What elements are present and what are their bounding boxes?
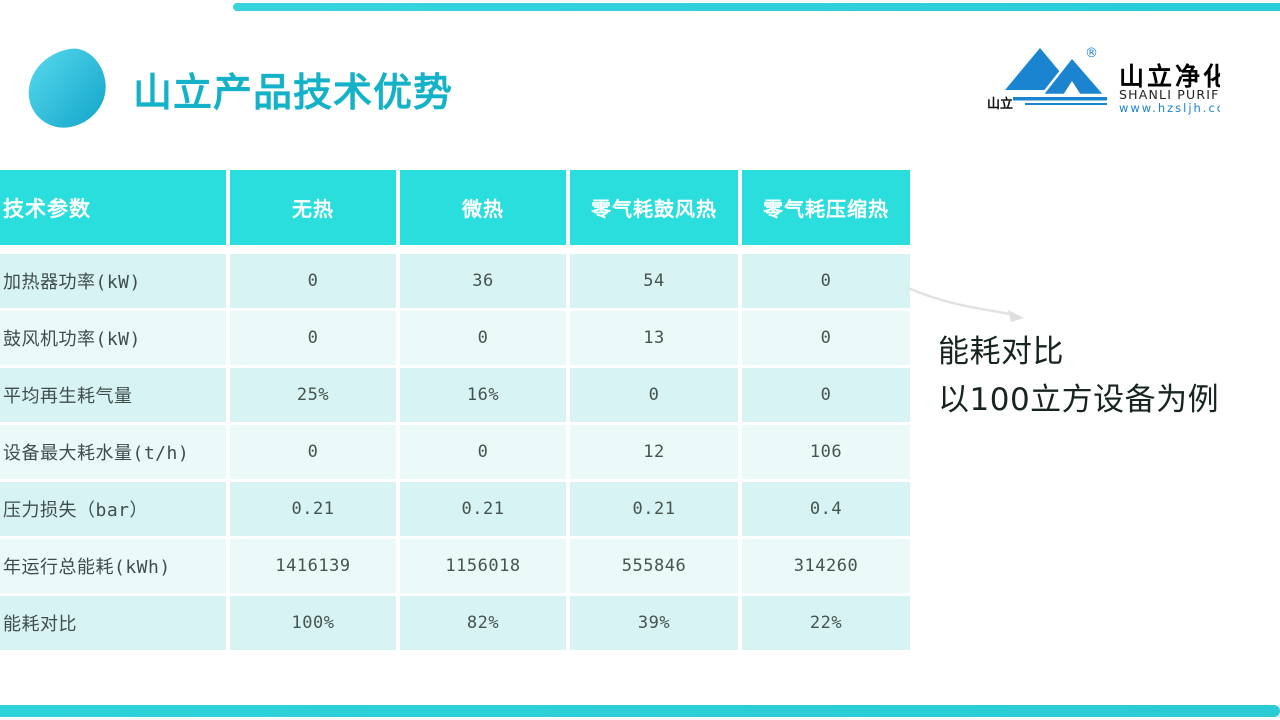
cell-value: 106 — [742, 425, 910, 479]
table-header-row: 技术参数 无热 微热 零气耗鼓风热 零气耗压缩热 — [0, 170, 910, 245]
shanli-logo: ® 山立 山立净化 SHANLI PURIFY www.hzsljh.com — [987, 46, 1220, 115]
cell-value: 13 — [570, 311, 738, 365]
registered-mark: ® — [1085, 46, 1098, 61]
cell-value: 0 — [742, 254, 910, 308]
col-header-blower-heat: 零气耗鼓风热 — [570, 170, 738, 245]
annotation-text: 能耗对比 以100立方设备为例 — [938, 328, 1273, 424]
table-row: 加热器功率(kW) 0 36 54 0 — [0, 254, 910, 308]
logo-mark-text: 山立 — [987, 96, 1013, 112]
top-accent-bar — [233, 3, 1280, 11]
table-row: 鼓风机功率(kW) 0 0 13 0 — [0, 311, 910, 365]
cell-value: 0 — [230, 311, 396, 365]
cell-value: 36 — [400, 254, 566, 308]
cell-value: 0 — [400, 425, 566, 479]
cell-value: 1156018 — [400, 539, 566, 593]
logo-underline-thin — [1025, 103, 1107, 105]
col-header-microheat: 微热 — [400, 170, 566, 245]
col-header-parameter: 技术参数 — [0, 170, 226, 245]
logo-name-zh: 山立净化 — [1119, 62, 1220, 91]
cell-value: 0 — [400, 311, 566, 365]
row-label: 年运行总能耗(kWh) — [0, 539, 226, 593]
mountain-notch — [1063, 81, 1081, 95]
cell-value: 555846 — [570, 539, 738, 593]
table-body: 加热器功率(kW) 0 36 54 0 鼓风机功率(kW) 0 0 13 0 平… — [0, 254, 910, 650]
logo-name-en: SHANLI PURIFY — [1119, 87, 1220, 102]
cell-value: 82% — [400, 596, 566, 650]
cell-value: 1416139 — [230, 539, 396, 593]
annotation-line2: 以100立方设备为例 — [938, 382, 1220, 418]
row-label: 能耗对比 — [0, 596, 226, 650]
cell-value: 22% — [742, 596, 910, 650]
cell-value: 0 — [570, 368, 738, 422]
cell-value: 0.21 — [400, 482, 566, 536]
logo-underline-thick — [1013, 97, 1107, 101]
table-row: 平均再生耗气量 25% 16% 0 0 — [0, 368, 910, 422]
table-row: 设备最大耗水量(t/h) 0 0 12 106 — [0, 425, 910, 479]
cell-value: 25% — [230, 368, 396, 422]
curved-arrow-icon — [907, 286, 1024, 322]
table-row: 能耗对比 100% 82% 39% 22% — [0, 596, 910, 650]
cell-value: 16% — [400, 368, 566, 422]
row-label: 压力损失（bar） — [0, 482, 226, 536]
cell-value: 12 — [570, 425, 738, 479]
row-label: 加热器功率(kW) — [0, 254, 226, 308]
row-label: 鼓风机功率(kW) — [0, 311, 226, 365]
cell-value: 54 — [570, 254, 738, 308]
col-header-compression-heat: 零气耗压缩热 — [742, 170, 910, 245]
cell-value: 0 — [742, 311, 910, 365]
cell-value: 0 — [230, 254, 396, 308]
table-row: 压力损失（bar） 0.21 0.21 0.21 0.4 — [0, 482, 910, 536]
logo-website: www.hzsljh.com — [1119, 101, 1220, 115]
page-title: 山立产品技术优势 — [133, 70, 454, 116]
cell-value: 0.21 — [230, 482, 396, 536]
cell-value: 0 — [230, 425, 396, 479]
cell-value: 0 — [742, 368, 910, 422]
cell-value: 0.4 — [742, 482, 910, 536]
cell-value: 100% — [230, 596, 396, 650]
cell-value: 0.21 — [570, 482, 738, 536]
decorative-blob-icon — [21, 43, 113, 134]
col-header-heatless: 无热 — [230, 170, 396, 245]
parameter-table: 技术参数 无热 微热 零气耗鼓风热 零气耗压缩热 加热器功率(kW) 0 36 … — [0, 170, 910, 650]
bottom-accent-bar — [0, 705, 1280, 717]
row-label: 设备最大耗水量(t/h) — [0, 425, 226, 479]
table-row: 年运行总能耗(kWh) 1416139 1156018 555846 31426… — [0, 539, 910, 593]
annotation-line1: 能耗对比 — [938, 334, 1064, 370]
row-label: 平均再生耗气量 — [0, 368, 226, 422]
cell-value: 39% — [570, 596, 738, 650]
cell-value: 314260 — [742, 539, 910, 593]
